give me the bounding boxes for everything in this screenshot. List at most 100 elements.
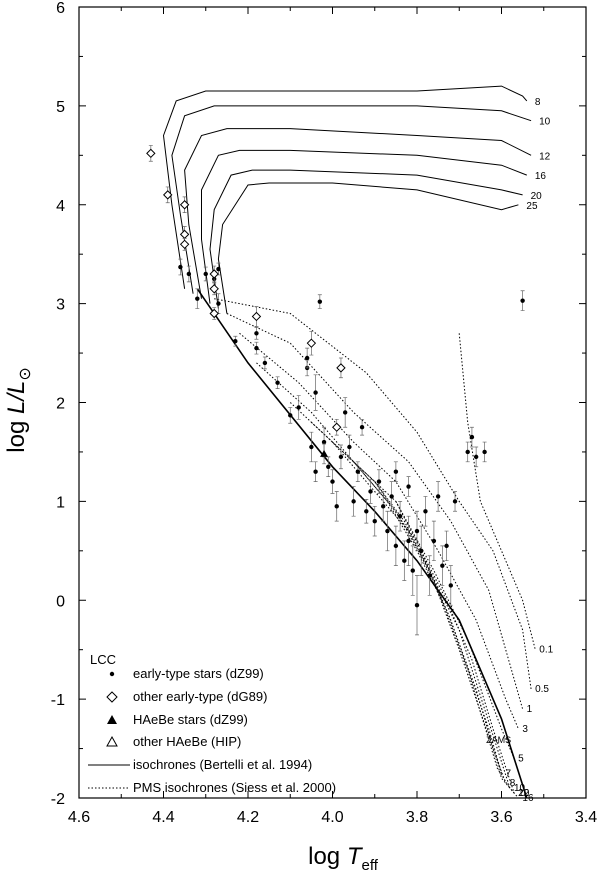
x-tick-label: 3.8 [406,809,428,826]
early-type-star-point [423,509,428,514]
other-early-type-point [209,269,219,279]
early-type-star-point [465,449,470,455]
pms-isochrone-label: 0.1 [539,645,553,656]
early-type-star-point [321,439,327,445]
other-early-type-point [251,311,262,322]
early-type-star-point [406,538,411,544]
early-type-star-point [368,489,373,494]
x-tick-label: 4.2 [237,809,259,826]
legend-diamond-marker [106,691,118,703]
y-tick-label: -2 [51,791,65,808]
early-type-star-point [372,518,377,524]
legend-dot-marker [109,671,115,677]
isochrone-line [184,128,532,299]
x-tick-label: 4.4 [152,809,174,826]
pms-isochrone-line [226,313,524,710]
other-early-type-point [306,338,317,348]
early-type-star-point [427,573,432,578]
zams-label: ZAMS [486,735,511,745]
early-type-star-point [414,602,420,608]
other-early-type-point [209,284,219,294]
early-type-star-point [385,528,390,534]
legend-triangle-filled-marker [107,715,117,724]
isochrone-line [162,85,528,289]
pms-isochrone-label: 12 [518,788,530,799]
pms-isochrone-label: 10 [514,783,526,794]
legend-entry-label: PMS isochrones (Siess et al. 2000) [133,780,336,795]
other-early-type-point [179,239,190,250]
haebe-star-point [320,449,329,457]
early-type-star-point [216,301,221,306]
isochrone-label: 8 [535,97,541,108]
early-type-star-point [393,469,399,474]
early-type-star-point [347,444,352,450]
pms-isochrones [214,298,536,799]
early-type-star-point [355,469,361,474]
early-type-star-point [233,338,238,344]
legend-entry-label: other early-type (dG89) [133,689,267,704]
isochrone-label: 20 [531,191,543,202]
pms-isochrone-label: 3 [522,724,528,735]
early-type-star-point [288,413,293,418]
early-type-star-point [364,509,369,514]
early-type-star-point [334,504,339,509]
legend-triangle-open-marker [106,735,118,747]
other-early-type-point [163,190,173,200]
pms-isochrone-line [289,402,502,774]
early-type-star-point [440,563,445,568]
isochrone-line [201,149,527,304]
early-type-star-point [304,355,310,361]
pms-isochrone-line [458,333,536,650]
other-early-type-point [179,200,190,210]
x-tick-label: 3.4 [575,809,597,826]
early-type-star-point [414,528,420,534]
early-type-star-point [313,469,318,474]
early-type-star-point [275,380,280,385]
pms-isochrone-label: 1 [527,704,533,715]
other-early-type-point [146,148,156,159]
early-type-star-point [254,331,259,336]
pms-isochrone-line [214,298,532,690]
pms-isochrone-line [332,441,511,789]
early-type-star-point [203,271,208,277]
pms-isochrone-line [395,501,515,794]
x-tick-label: 3.6 [490,809,512,826]
legend-entry-label: early-type stars (dZ99) [133,666,264,681]
y-tick-label: 1 [56,494,65,511]
early-type-star-point [419,548,424,554]
pms-isochrone-label: 8 [510,778,516,789]
early-type-star-point [452,499,458,504]
x-axis-title: log Teff [308,843,379,874]
isochrone-label: 16 [535,171,547,182]
early-type-star-point [296,405,301,410]
legend-entry-label: isochrones (Bertelli et al. 1994) [133,757,312,772]
isochrone-line [171,105,532,294]
pms-isochrone-line [239,332,519,729]
other-early-type-point [209,308,219,319]
pms-isochrone-label: 0.5 [535,684,549,695]
pms-isochrone-line [374,481,519,799]
early-type-star-point [195,296,200,301]
early-type-star-point [482,449,487,455]
early-type-star-point [342,410,348,415]
early-type-star-point [431,538,437,544]
y-tick-label: 6 [56,0,65,17]
early-type-star-point [520,298,525,303]
early-type-star-point [444,543,449,549]
early-type-star-point [309,444,314,450]
early-type-star-point [402,558,407,563]
early-type-star-point [406,484,411,489]
legend-entry-label: other HAeBe (HIP) [133,734,241,749]
y-tick-label: 2 [56,396,65,413]
pms-isochrone-line [256,362,515,759]
early-type-star-point [381,504,386,509]
isochrone-line [217,182,519,314]
early-type-star-point [186,271,192,277]
early-type-star-point [313,390,318,395]
early-type-star-point [254,345,259,351]
early-type-star-point [393,543,399,549]
y-tick-label: -1 [51,692,65,709]
early-type-star-point [469,434,475,440]
